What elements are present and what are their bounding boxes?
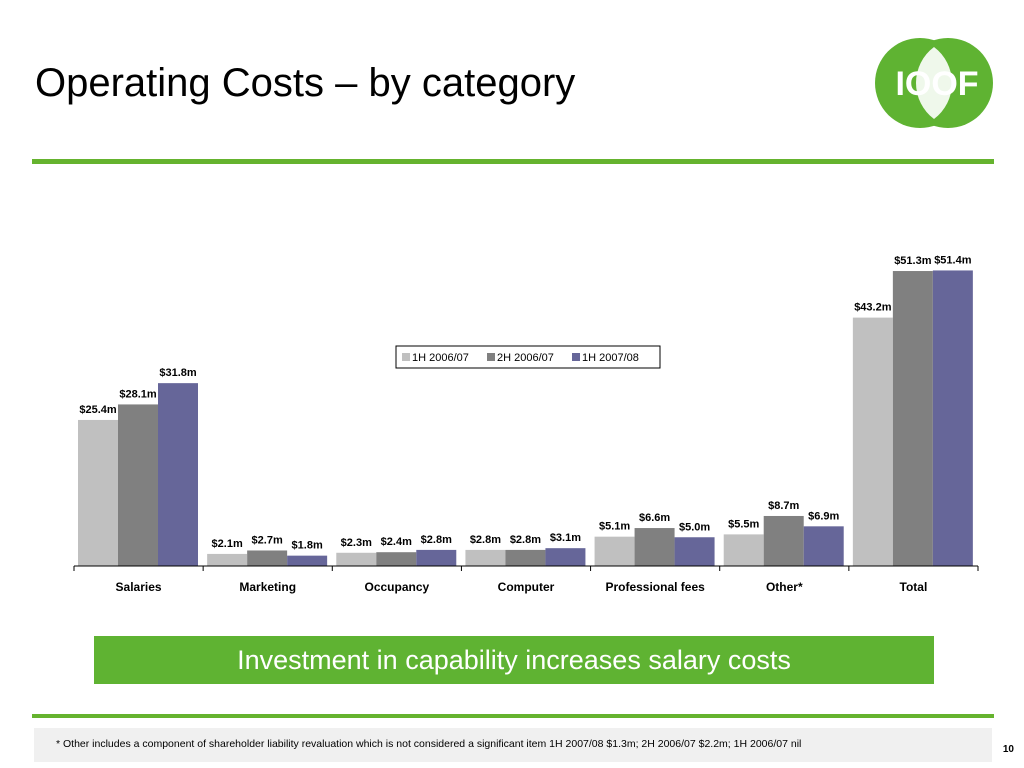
data-label: $5.5m — [728, 518, 759, 530]
legend-box — [395, 345, 661, 369]
data-label: $25.4m — [79, 404, 117, 416]
bar-6-1 — [892, 271, 933, 566]
bar-0-1 — [118, 404, 158, 566]
bar-4-1 — [634, 528, 675, 566]
x-axis: Salaries Marketing Occupancy Computer Profes… — [73, 565, 979, 594]
data-labels-layer: $25.4m$28.1m$31.8m $2.1m $2.7m $1.8m $2.3m $2… — [79, 254, 971, 551]
legend-swatch — [487, 353, 495, 361]
bar-3-1 — [505, 549, 546, 566]
bar-4-0 — [594, 536, 635, 566]
footnote: * Other includes a component of sharehol… — [34, 728, 992, 762]
legend-label: 2H 2006/07 — [497, 352, 554, 364]
bar-6-0 — [852, 317, 893, 566]
data-label: $6.6m — [639, 512, 670, 524]
data-label: $3.1m — [550, 532, 581, 544]
callout-banner: Investment in capability increases salar… — [94, 636, 934, 684]
data-label: $51.4m — [934, 254, 972, 266]
x-tick-label: Marketing — [239, 580, 296, 594]
ioof-logo: IOOF — [875, 38, 993, 128]
bar-5-0 — [723, 534, 764, 566]
footnote-text: * Other includes a component of sharehol… — [56, 738, 802, 750]
bar-4-2 — [674, 537, 715, 566]
bar-2-2 — [416, 549, 457, 566]
data-label: $2.4m — [381, 536, 412, 548]
data-label: $8.7m — [768, 500, 799, 512]
bar-6-2 — [932, 270, 973, 566]
bar-0-0 — [78, 419, 118, 566]
data-label: $43.2m — [854, 302, 892, 314]
operating-costs-chart: $25.4m$28.1m$31.8m $2.1m $2.7m $1.8m $2.3m $2… — [73, 254, 979, 594]
data-label: $2.8m — [421, 534, 452, 546]
bar-2-1 — [376, 552, 417, 566]
data-label: $2.8m — [470, 534, 501, 546]
data-label: $2.3m — [341, 537, 372, 549]
logo-overlap — [916, 47, 952, 119]
bar-5-1 — [763, 515, 804, 566]
data-label: $5.0m — [679, 521, 710, 533]
legend-label: 1H 2006/07 — [412, 352, 469, 364]
legend-label: 1H 2007/08 — [582, 352, 639, 364]
data-label: $5.1m — [599, 521, 630, 533]
bars-layer — [78, 270, 973, 566]
bar-2-0 — [336, 552, 377, 566]
legend-swatch — [572, 353, 580, 361]
data-label: $51.3m — [894, 255, 932, 267]
legend: 1H 2006/07 2H 2006/07 1H 2007/08 — [395, 345, 661, 369]
bar-1-1 — [247, 550, 288, 566]
bar-0-2 — [158, 383, 198, 566]
data-label: $6.9m — [808, 510, 839, 522]
x-tick-label: Professional fees — [605, 580, 705, 594]
page-number: 10 — [1002, 744, 1014, 755]
bar-5-2 — [803, 526, 844, 566]
bar-1-2 — [287, 555, 328, 566]
x-tick-label: Other* — [766, 580, 803, 594]
x-tick-label: Computer — [498, 580, 555, 594]
data-label: $31.8m — [159, 367, 197, 379]
data-label: $2.8m — [510, 534, 541, 546]
bottom-divider — [32, 714, 994, 718]
data-label: $28.1m — [119, 388, 157, 400]
top-divider — [32, 159, 994, 164]
data-label: $2.7m — [252, 534, 283, 546]
x-tick-label: Occupancy — [365, 580, 430, 594]
x-tick-label: Salaries — [116, 580, 162, 594]
logo-text: IOOF — [895, 65, 978, 103]
page-title: Operating Costs – by category — [35, 61, 576, 105]
bar-3-2 — [545, 548, 586, 566]
legend-swatch — [402, 353, 410, 361]
bar-3-0 — [465, 549, 506, 566]
x-tick-label: Total — [900, 580, 928, 594]
data-label: $2.1m — [212, 538, 243, 550]
data-label: $1.8m — [292, 540, 323, 552]
bar-1-0 — [207, 553, 248, 566]
